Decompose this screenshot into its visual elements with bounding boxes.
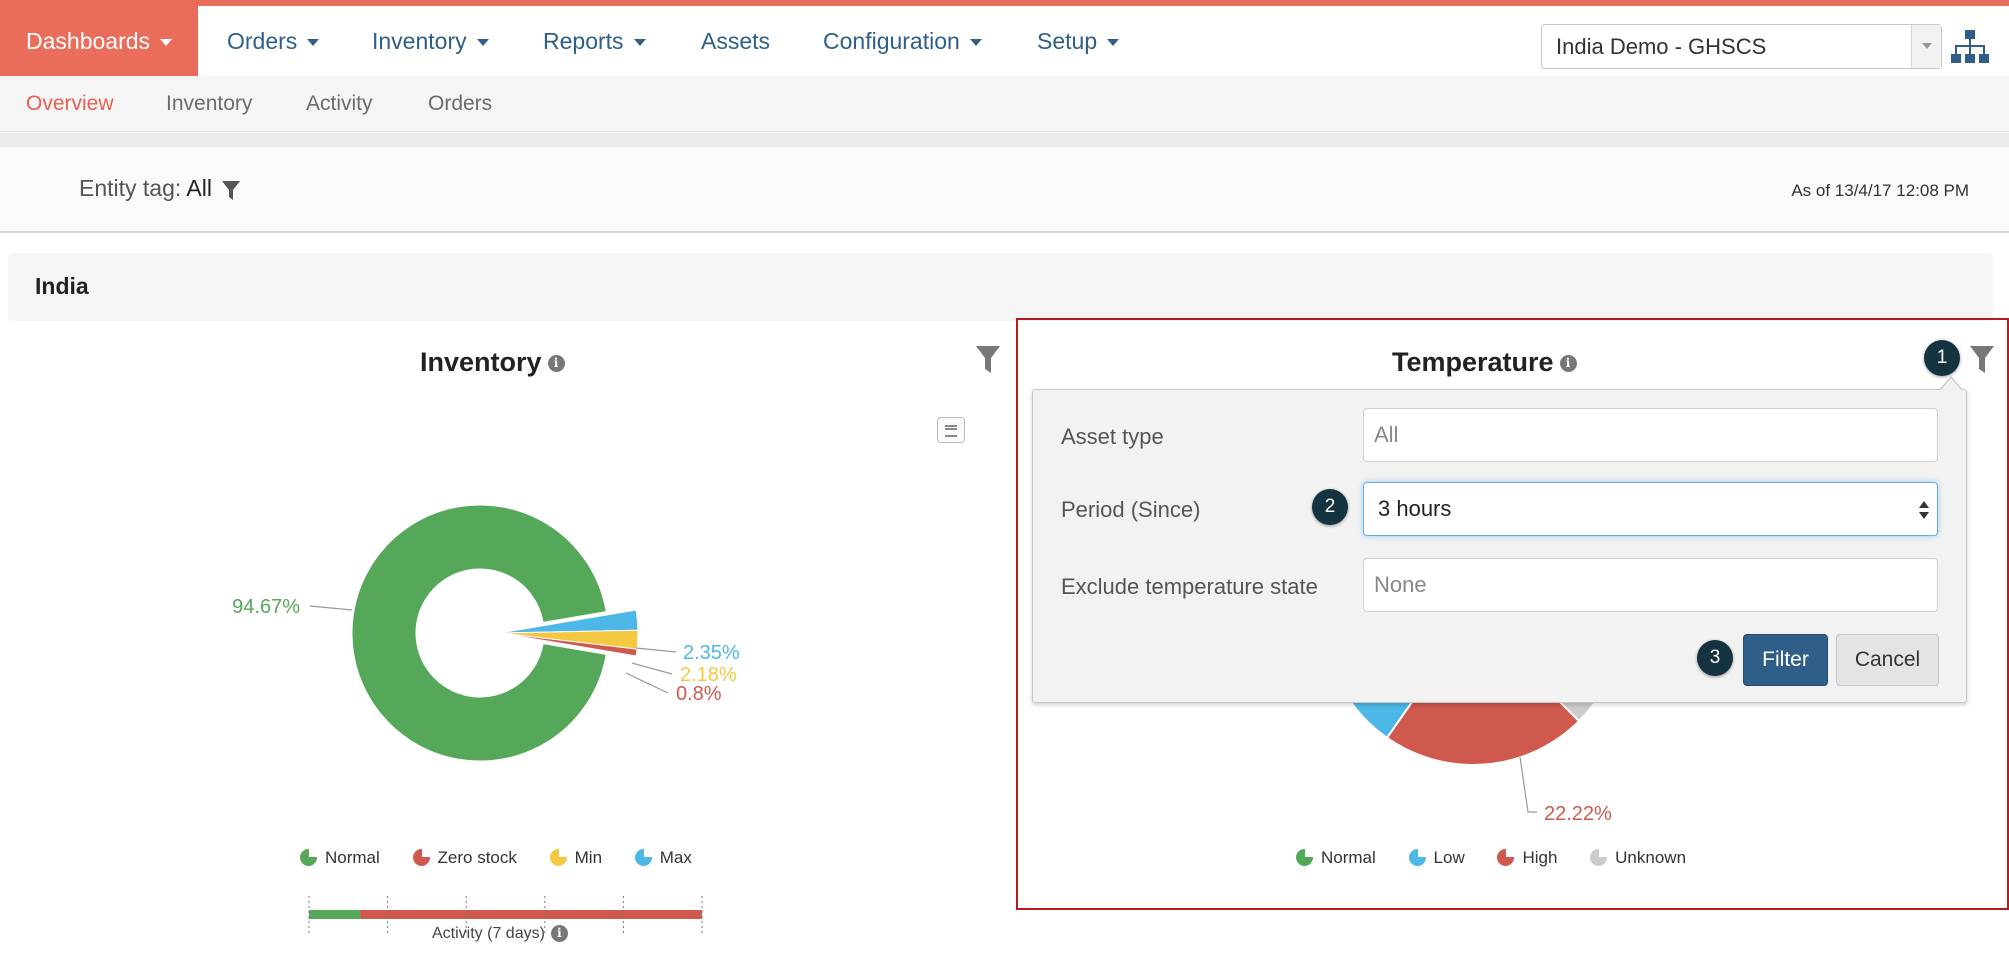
separator-band <box>0 133 2009 147</box>
nav-inventory[interactable]: Inventory <box>372 6 489 76</box>
inventory-slice-max <box>499 609 639 634</box>
sub-navigation: Overview Inventory Activity Orders <box>0 76 2009 132</box>
exclude-state-input[interactable]: None <box>1363 558 1938 612</box>
chevron-down-icon <box>1107 39 1120 47</box>
period-label: Period (Since) <box>1061 497 1201 522</box>
pie-icon <box>549 849 567 866</box>
legend-item-normal[interactable]: Normal <box>1296 848 1376 868</box>
asset-type-input[interactable]: All <box>1363 408 1938 462</box>
select-arrows-icon <box>1919 501 1929 521</box>
chevron-down-icon <box>307 39 320 47</box>
as-of-timestamp: As of 13/4/17 12:08 PM <box>1791 181 1969 200</box>
period-select[interactable]: 3 hours <box>1363 482 1938 536</box>
top-navigation: Dashboards Orders Inventory Reports Asse… <box>0 6 2009 76</box>
info-icon[interactable]: i <box>1559 355 1577 373</box>
activity-caption: Activity (7 days) i <box>432 925 568 943</box>
domain-select[interactable]: India Demo - GHSCS <box>1541 24 1942 69</box>
legend-item-max[interactable]: Max <box>634 848 692 868</box>
legend-item-low[interactable]: Low <box>1408 848 1465 868</box>
inventory-slice-zero-stock <box>499 632 638 657</box>
filter-icon[interactable] <box>222 181 240 201</box>
inventory-filter-icon[interactable] <box>976 346 1000 374</box>
region-header: India <box>8 253 1993 321</box>
leader-line <box>625 672 669 694</box>
data-label-min: 2.18% <box>680 664 737 686</box>
leader-line <box>309 605 353 611</box>
entity-tag-value: All <box>186 175 212 201</box>
legend-item-high[interactable]: High <box>1497 848 1557 868</box>
inventory-title: Inventory i <box>420 347 565 378</box>
nav-configuration[interactable]: Configuration <box>823 6 982 76</box>
subnav-inventory[interactable]: Inventory <box>166 92 253 115</box>
pie-icon <box>1590 849 1608 866</box>
inventory-slice-normal <box>351 504 607 762</box>
pie-icon <box>1497 849 1515 866</box>
chart-menu-button[interactable] <box>937 417 965 443</box>
chevron-down-icon <box>160 39 173 47</box>
legend-item-normal[interactable]: Normal <box>300 848 380 868</box>
nav-setup[interactable]: Setup <box>1037 6 1120 76</box>
asset-type-label: Asset type <box>1061 424 1164 449</box>
subnav-orders[interactable]: Orders <box>428 92 493 115</box>
legend-item-zero-stock[interactable]: Zero stock <box>412 848 517 868</box>
legend-item-min[interactable]: Min <box>549 848 602 868</box>
temperature-title: Temperature i <box>1392 347 1577 378</box>
info-icon[interactable]: i <box>547 355 565 373</box>
data-label-zero-stock: 0.8% <box>676 683 722 705</box>
org-chart-icon[interactable] <box>1950 28 1990 66</box>
highlight-frame <box>1016 318 2009 910</box>
leader-line <box>631 662 673 675</box>
top-accent-bar <box>0 0 2009 6</box>
subnav-activity[interactable]: Activity <box>306 92 373 115</box>
data-label-max: 2.35% <box>683 642 740 664</box>
entity-tag-filter[interactable]: Entity tag: All <box>79 175 212 201</box>
step-marker-2: 2 <box>1312 489 1348 525</box>
legend-item-unknown[interactable]: Unknown <box>1590 848 1686 868</box>
inventory-legend: Normal Zero stock Min Max <box>300 848 720 868</box>
pie-icon <box>1296 849 1313 866</box>
pie-icon <box>1408 849 1426 866</box>
nav-assets[interactable]: Assets <box>701 28 771 54</box>
chevron-down-icon <box>969 39 982 47</box>
nav-reports[interactable]: Reports <box>543 6 646 76</box>
leader-line <box>635 647 677 653</box>
pie-icon <box>412 849 430 866</box>
exclude-state-label: Exclude temperature state <box>1061 574 1318 599</box>
temperature-filter-popover: Asset type All Period (Since) 3 hours Ex… <box>1032 376 1967 703</box>
temperature-filter-icon[interactable] <box>1970 346 1994 374</box>
subnav-overview[interactable]: Overview <box>26 92 114 115</box>
chevron-down-icon <box>633 39 646 47</box>
step-marker-1: 1 <box>1924 340 1960 376</box>
info-icon[interactable]: i <box>550 925 568 943</box>
cancel-button[interactable]: Cancel <box>1836 634 1939 686</box>
data-label-normal: 94.67% <box>232 596 300 618</box>
activity-segment-active <box>309 910 361 919</box>
activity-segment-inactive <box>360 910 702 919</box>
chevron-down-icon <box>476 39 489 47</box>
step-marker-3: 3 <box>1697 640 1733 676</box>
pie-icon <box>300 849 317 866</box>
dropdown-arrow-icon[interactable] <box>1911 25 1941 68</box>
inventory-slice-min <box>499 629 639 650</box>
filter-button[interactable]: Filter <box>1743 634 1828 686</box>
domain-select-value: India Demo - GHSCS <box>1556 34 1767 59</box>
temperature-legend: Normal Low High Unknown <box>1296 848 1714 868</box>
pie-icon <box>634 849 652 866</box>
region-title: India <box>35 273 89 299</box>
entity-tag-bar: Entity tag: All As of 13/4/17 12:08 PM <box>0 147 2009 233</box>
nav-orders[interactable]: Orders <box>227 6 320 76</box>
nav-dashboards[interactable]: Dashboards <box>0 6 199 76</box>
